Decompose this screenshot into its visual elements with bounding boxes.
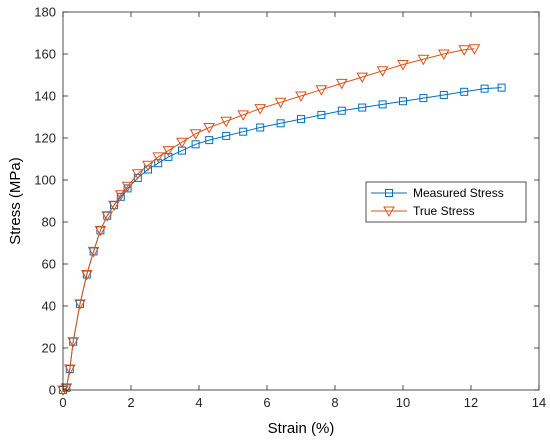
data-point: [121, 181, 134, 193]
data-point: [417, 54, 430, 66]
x-tick-label: 10: [396, 395, 410, 410]
data-point: [419, 94, 428, 103]
data-point: [63, 364, 76, 376]
data-point: [458, 45, 471, 56]
legend: Measured Stress True Stress: [365, 181, 527, 223]
data-point: [274, 97, 287, 109]
data-point: [335, 78, 348, 90]
y-tick-label: 100: [34, 173, 56, 188]
y-tick-label: 140: [34, 89, 56, 104]
legend-box: [365, 181, 527, 223]
data-point: [254, 104, 267, 115]
series-line-1: [62, 48, 475, 391]
legend-marker-measured: [385, 189, 393, 197]
y-axis-title: Stress (MPa): [7, 157, 24, 245]
data-point: [60, 383, 73, 394]
data-point: [142, 160, 154, 172]
data-point: [222, 131, 231, 140]
x-tick-label: 6: [263, 395, 270, 410]
y-tick-label: 180: [34, 5, 56, 20]
data-point: [152, 152, 165, 163]
x-tick-label: 14: [532, 395, 546, 410]
x-tick-label: 4: [195, 395, 202, 410]
y-tick-label: 20: [42, 341, 56, 356]
data-point: [378, 100, 387, 109]
y-tick-label: 160: [34, 47, 56, 62]
data-point: [480, 84, 489, 93]
data-point: [376, 66, 389, 77]
data-point: [439, 90, 448, 99]
data-point: [460, 87, 469, 96]
data-point: [220, 116, 233, 128]
data-point: [108, 200, 120, 212]
legend-label-true: True Stress: [413, 204, 475, 218]
y-tick-label: 0: [49, 383, 56, 398]
data-point: [74, 299, 86, 310]
data-point: [131, 169, 144, 180]
data-point: [189, 129, 202, 140]
data-point: [358, 103, 367, 112]
plot-frame: [62, 11, 540, 391]
data-point: [203, 123, 216, 134]
x-tick-label: 2: [127, 395, 134, 410]
x-tick-label: 0: [59, 395, 66, 410]
data-point: [144, 165, 152, 174]
axes-layer: [62, 11, 540, 391]
data-point: [67, 337, 80, 348]
data-point: [497, 83, 506, 92]
data-point: [399, 97, 407, 106]
data-point: [468, 44, 481, 55]
x-tick-label: 12: [464, 395, 478, 410]
legend-label-measured: Measured Stress: [413, 186, 504, 200]
data-point: [295, 91, 307, 103]
data-point: [317, 110, 326, 119]
x-axis-title: Strain (%): [268, 420, 335, 437]
data-point: [239, 127, 248, 136]
y-tick-label: 40: [42, 299, 56, 314]
data-point: [297, 115, 305, 124]
data-point: [337, 106, 346, 115]
y-tick-label: 120: [34, 131, 56, 146]
data-point: [276, 119, 285, 128]
data-point: [356, 72, 369, 84]
data-point: [162, 146, 175, 157]
legend-marker-true: [383, 206, 395, 218]
data-point: [256, 123, 265, 132]
data-point: [87, 246, 100, 258]
x-tick-label: 8: [331, 395, 338, 410]
data-point: [315, 85, 328, 96]
data-point: [437, 49, 450, 61]
data-point: [397, 60, 409, 71]
data-point: [176, 137, 188, 149]
data-point: [94, 225, 107, 237]
data-point: [164, 152, 173, 161]
data-point: [154, 159, 163, 168]
data-point: [101, 211, 114, 222]
data-point: [191, 140, 200, 149]
data-point: [237, 110, 250, 121]
y-tick-label: 80: [42, 215, 56, 230]
series-layer: [57, 44, 506, 397]
data-point: [205, 136, 214, 145]
y-tick-label: 60: [42, 257, 56, 272]
data-point: [114, 190, 127, 201]
data-point: [80, 270, 93, 281]
